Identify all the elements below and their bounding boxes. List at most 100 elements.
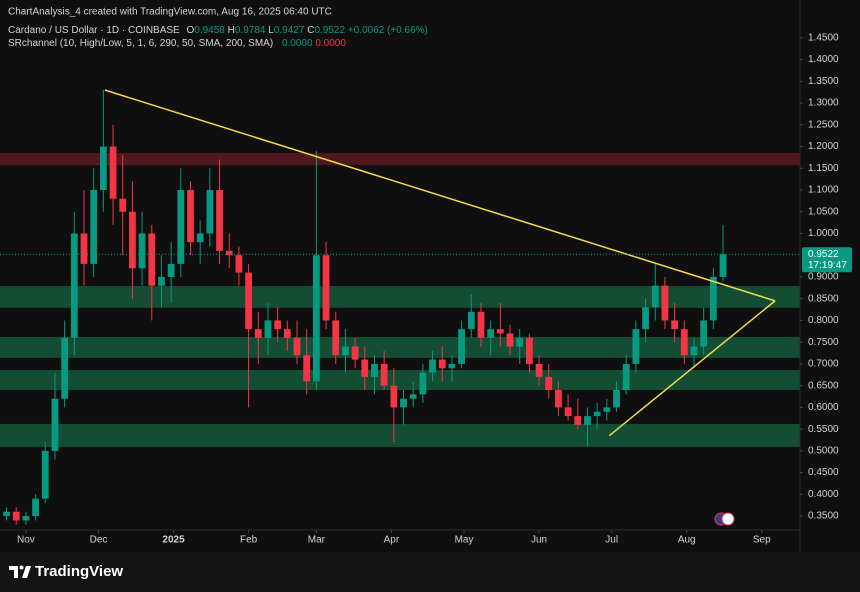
candle-body: [467, 311, 475, 330]
candle-body: [119, 198, 127, 212]
zone: [0, 286, 800, 308]
indicator-line: SRchannel (10, High/Low, 5, 1, 6, 290, 5…: [8, 38, 346, 49]
candle-body: [419, 372, 427, 395]
candle-body: [312, 255, 320, 382]
symbol-line: Cardano / US Dollar · 1D · COINBASE O0.9…: [8, 25, 428, 36]
y-tick-label: 0.4000: [808, 489, 839, 500]
candle-body: [187, 190, 194, 243]
y-tick-label: 0.3500: [808, 511, 839, 522]
candle-body: [109, 146, 117, 199]
x-tick-label: Sep: [753, 535, 771, 546]
indicator: SRchannel (10, High/Low, 5, 1, 6, 290, 5…: [8, 38, 273, 49]
brand: TradingView: [35, 563, 123, 580]
candle-body: [719, 254, 727, 277]
y-tick-label: 1.1500: [808, 163, 839, 174]
candle-body: [661, 285, 669, 321]
flag-icon: [714, 512, 735, 526]
candle-body: [700, 320, 708, 347]
candle-body: [283, 329, 291, 338]
candle-body: [148, 233, 156, 286]
candle-body: [51, 398, 59, 451]
y-tick-label: 1.3500: [808, 76, 839, 87]
logo-mark: [22, 566, 31, 578]
candle-body: [632, 329, 640, 364]
candle-body: [158, 276, 165, 286]
y-tick-label: 0.5000: [808, 446, 839, 457]
candle-body: [332, 320, 340, 356]
indicator-value: 0.0000: [315, 38, 346, 49]
plot-area: [0, 89, 800, 525]
candle-body: [293, 337, 301, 356]
candle-body: [506, 333, 514, 347]
zone: [0, 370, 800, 390]
ohlc-value: 0.9522: [314, 25, 345, 36]
candle-body: [642, 307, 649, 330]
y-tick-label: 0.5500: [808, 424, 839, 435]
candle-body: [274, 320, 282, 330]
y-tick-label: 1.4500: [808, 32, 839, 43]
y-tick-label: 1.4000: [808, 54, 839, 65]
y-tick-label: 0.7500: [808, 337, 839, 348]
candle-body: [584, 416, 591, 425]
x-tick-label: May: [455, 535, 474, 546]
y-tick-label: 1.1000: [808, 185, 839, 196]
credit: ChartAnalysis_4 created with TradingView…: [8, 7, 332, 18]
candle-body: [70, 233, 78, 338]
y-tick-label: 0.6500: [808, 380, 839, 391]
footer-bar: [0, 552, 860, 592]
candle-body: [196, 233, 204, 243]
y-tick-label: 1.0500: [808, 206, 839, 217]
candle-body: [564, 407, 572, 417]
symbol: Cardano / US Dollar · 1D · COINBASE: [8, 25, 180, 36]
candle-body: [167, 263, 175, 277]
candle-body: [429, 359, 436, 373]
candle-body: [613, 390, 620, 408]
candle-body: [409, 394, 417, 399]
candle-body: [390, 385, 398, 408]
candle-body: [245, 272, 252, 330]
price-label: 0.9522: [808, 249, 839, 260]
price-box: [802, 247, 852, 273]
candle-body: [22, 516, 30, 521]
candle-body: [516, 337, 524, 347]
y-tick-label: 0.8500: [808, 293, 839, 304]
x-tick-label: Jul: [605, 535, 618, 546]
candle-body: [593, 411, 601, 417]
candle-body: [371, 363, 378, 377]
candle-body: [545, 376, 553, 390]
candle-body: [603, 407, 611, 412]
y-tick-label: 0.7000: [808, 359, 839, 370]
candle-body: [80, 233, 88, 264]
candle-body: [496, 329, 504, 334]
zone: [0, 336, 800, 358]
x-tick-label: Feb: [240, 535, 258, 546]
candle-body: [129, 211, 136, 269]
candle-body: [138, 233, 146, 269]
x-tick-label: Nov: [17, 535, 35, 546]
x-tick-label: Mar: [308, 535, 326, 546]
candle-body: [690, 346, 698, 356]
y-tick-label: 0.4500: [808, 467, 839, 478]
candle-body: [12, 511, 20, 521]
indicator-value: 0.0000: [282, 38, 313, 49]
countdown: 17:19:47: [808, 260, 847, 271]
candle-body: [574, 416, 582, 425]
y-tick-label: 1.3000: [808, 98, 839, 109]
trendline: [608, 300, 776, 437]
candle-body: [32, 498, 39, 517]
candle-body: [216, 190, 223, 251]
x-tick-label: Dec: [90, 535, 108, 546]
candle-body: [264, 320, 272, 338]
y-tick-label: 0.6000: [808, 402, 839, 413]
candle-body: [41, 450, 49, 499]
logo-mark: [9, 566, 18, 578]
candle-body: [448, 363, 456, 369]
candle-body: [555, 390, 562, 408]
candle-body: [235, 255, 243, 273]
ohlc-value: 0.9784: [235, 25, 266, 36]
y-tick-label: 1.2500: [808, 119, 839, 130]
candle-body: [525, 337, 533, 364]
x-tick-label: Jun: [531, 535, 547, 546]
candle-body: [622, 363, 630, 390]
